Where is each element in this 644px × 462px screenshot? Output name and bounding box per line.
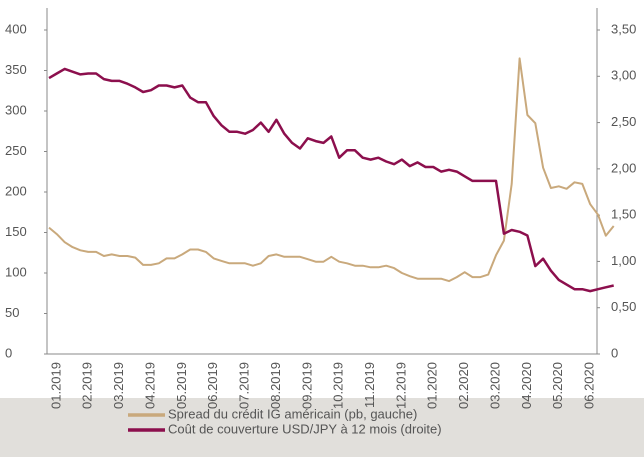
x-tick-label: 05.2019 (174, 362, 189, 409)
x-tick-label: 03.2019 (111, 362, 126, 409)
y2-tick-label: 0,50 (611, 299, 636, 314)
y2-tick-label: 2,00 (611, 160, 636, 175)
x-tick-label: 03.2020 (487, 362, 502, 409)
series-line (48, 57, 615, 283)
y-tick-label: 100 (5, 264, 27, 279)
x-tick-label: 08.2019 (268, 362, 283, 409)
y2-tick-label: 1,50 (611, 207, 636, 222)
x-tick-label: 10.2019 (331, 362, 346, 409)
y-tick-label: 0 (5, 345, 12, 360)
x-tick-label: 06.2019 (205, 362, 220, 409)
y-tick-label: 400 (5, 21, 27, 36)
x-tick-label: 11.2019 (362, 362, 377, 408)
x-tick-label: 04.2019 (142, 362, 157, 409)
x-tick-label: 09.2019 (299, 362, 314, 409)
series-line (48, 67, 614, 293)
y2-tick-label: 0 (611, 345, 618, 360)
y2-tick-label: 3,50 (611, 21, 636, 36)
y2-tick-label: 1,00 (611, 253, 636, 268)
x-tick-label: 01.2019 (48, 362, 63, 409)
y-tick-label: 250 (5, 143, 27, 158)
y2-tick-label: 2,50 (611, 114, 636, 129)
y-tick-label: 350 (5, 62, 27, 77)
x-tick-label: 07.2019 (237, 362, 252, 409)
x-tick-label: 02.2020 (456, 362, 471, 409)
y2-tick-label: 3,00 (611, 68, 636, 83)
y-tick-label: 50 (5, 305, 19, 320)
y-tick-label: 150 (5, 224, 27, 239)
x-tick-label: 04.2020 (519, 362, 534, 409)
legend-label: Coût de couverture USD/JPY à 12 mois (dr… (168, 421, 442, 436)
x-tick-label: 01.2020 (425, 362, 440, 409)
x-tick-label: 05.2020 (550, 362, 565, 409)
legend-background (0, 398, 644, 457)
x-tick-label: 12.2019 (393, 362, 408, 409)
legend-label: Spread du crédit IG américain (pb, gauch… (168, 406, 417, 421)
x-tick-label: 02.2019 (80, 362, 95, 409)
y-tick-label: 200 (5, 183, 27, 198)
y-tick-label: 300 (5, 102, 27, 117)
x-tick-label: 06.2020 (582, 362, 597, 409)
